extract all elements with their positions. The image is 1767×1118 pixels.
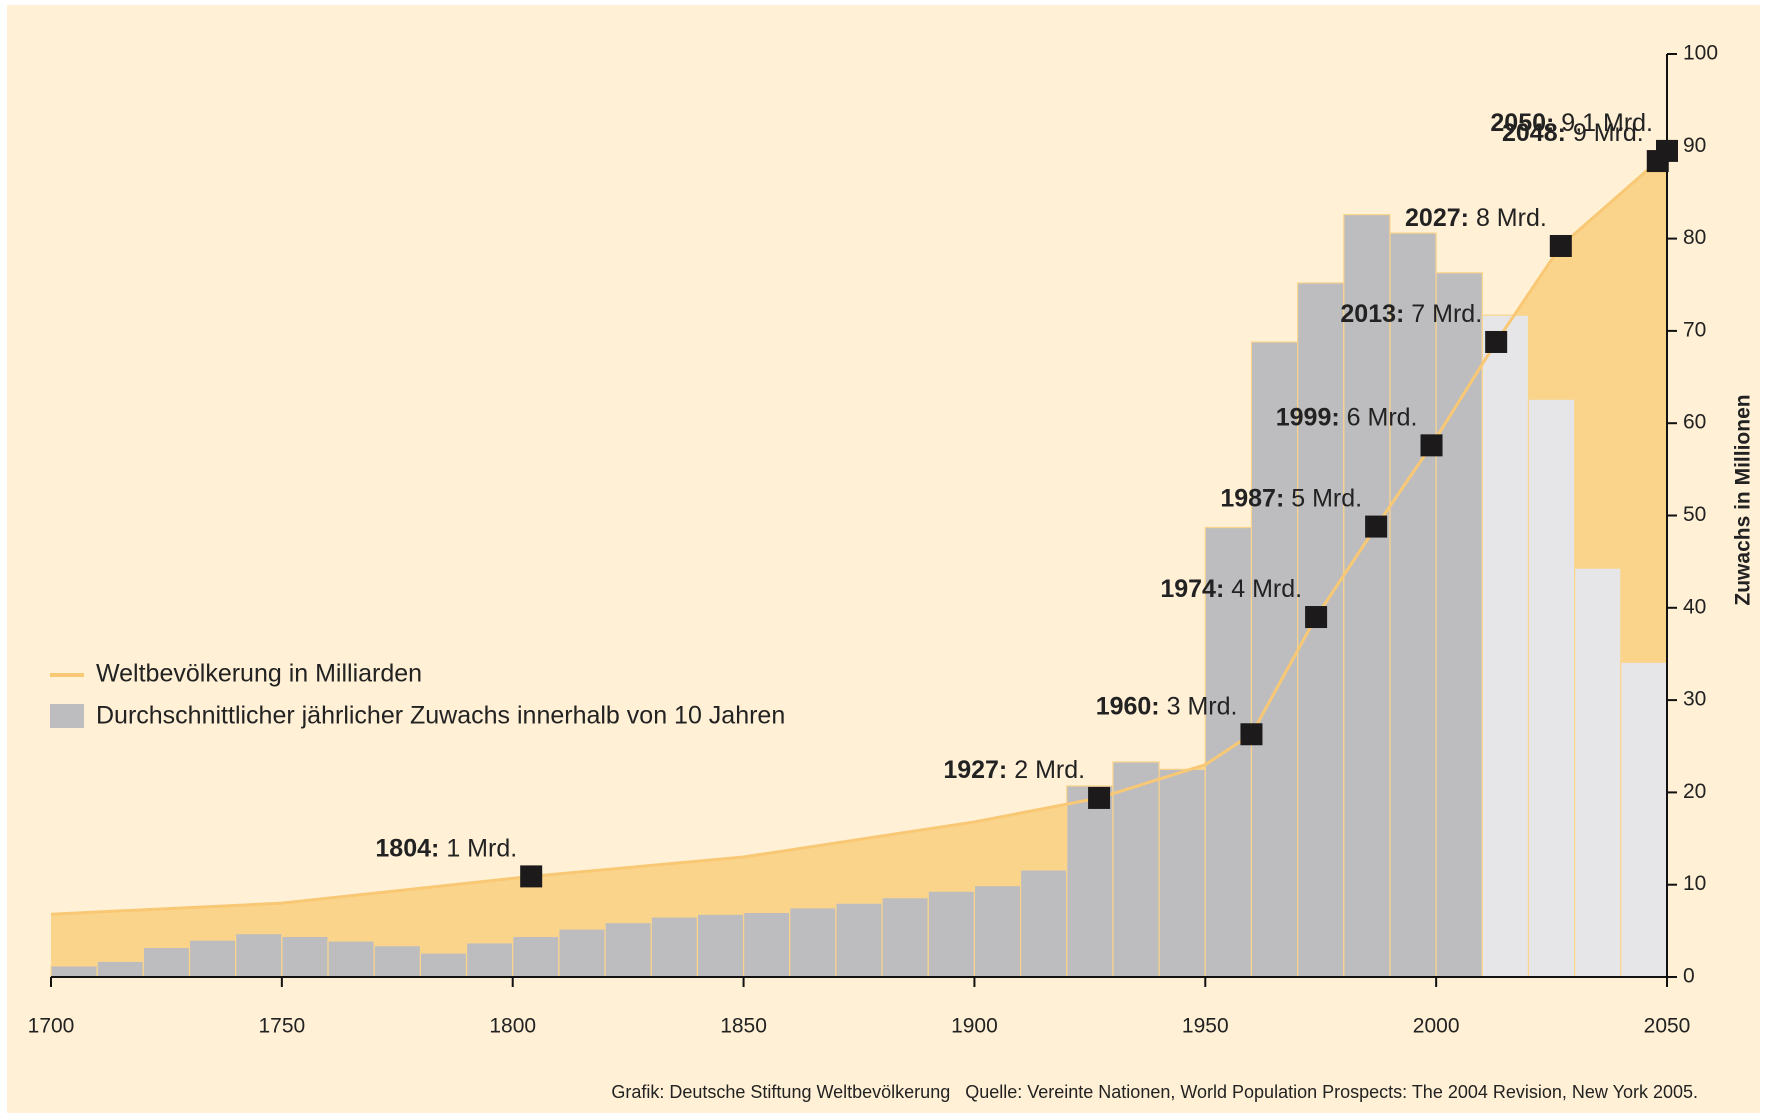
milestone-label: 1987: 5 Mrd. xyxy=(1220,484,1362,512)
bar xyxy=(1574,567,1622,978)
bar xyxy=(1066,785,1114,978)
milestone-value: 5 Mrd. xyxy=(1291,484,1362,512)
bar xyxy=(1158,768,1206,978)
milestone-marker xyxy=(1305,606,1328,629)
y-tick-label: 0 xyxy=(1683,965,1695,988)
y-tick-label: 80 xyxy=(1683,226,1706,249)
bar xyxy=(1112,761,1160,978)
milestone-label: 1960: 3 Mrd. xyxy=(1096,692,1238,720)
bar xyxy=(281,935,329,978)
bar xyxy=(1204,526,1253,978)
x-tick-label: 1800 xyxy=(489,1015,536,1038)
milestone-marker xyxy=(1549,234,1572,257)
y-tick-label: 20 xyxy=(1683,780,1706,803)
milestone-year: 1927: xyxy=(943,756,1007,784)
bar xyxy=(1389,232,1437,978)
y-axis-label: Zuwachs in Millionen xyxy=(1732,394,1755,605)
milestone-label: 1927: 2 Mrd. xyxy=(943,756,1085,784)
bar xyxy=(1481,314,1530,978)
source-note: Grafik: Deutsche Stiftung Weltbevölkerun… xyxy=(611,1082,1698,1102)
legend-label: Durchschnittlicher jährlicher Zuwachs in… xyxy=(96,702,785,730)
milestone-label: 1804: 1 Mrd. xyxy=(375,834,517,862)
bar xyxy=(50,965,98,978)
milestone-label: 1974: 4 Mrd. xyxy=(1160,575,1302,603)
milestone-year: 1974: xyxy=(1160,575,1224,603)
bar xyxy=(696,913,745,978)
bar xyxy=(927,890,976,978)
milestone-year: 1804: xyxy=(375,834,439,862)
bar xyxy=(188,939,237,978)
y-tick-label: 70 xyxy=(1683,318,1706,341)
bar xyxy=(973,885,1022,978)
y-tick-label: 40 xyxy=(1683,595,1706,618)
bar xyxy=(465,942,514,978)
bar xyxy=(142,946,191,978)
y-tick-label: 30 xyxy=(1683,688,1706,711)
milestone-marker xyxy=(1656,139,1678,162)
bar xyxy=(1435,272,1483,978)
milestone-year: 1999: xyxy=(1276,403,1340,431)
bar xyxy=(881,897,929,978)
y-tick-label: 10 xyxy=(1683,872,1706,895)
bar xyxy=(419,952,468,978)
x-tick-label: 1750 xyxy=(258,1015,305,1038)
x-tick-label: 1850 xyxy=(720,1015,767,1038)
milestone-marker xyxy=(1365,515,1388,538)
milestone-label: 1999: 6 Mrd. xyxy=(1276,403,1418,431)
milestone-marker xyxy=(1240,723,1263,746)
milestone-label: 2050: 9,1 Mrd. xyxy=(1490,109,1653,137)
y-tick-label: 60 xyxy=(1683,411,1706,434)
bar xyxy=(1620,661,1668,978)
milestone-marker xyxy=(520,865,543,888)
milestone-value: 4 Mrd. xyxy=(1231,575,1302,603)
milestone-value: 9 Mrd. xyxy=(1573,119,1644,147)
milestone-value: 2 Mrd. xyxy=(1014,756,1085,784)
milestone-year: 2013: xyxy=(1340,300,1404,328)
bar xyxy=(742,911,791,978)
x-tick-label: 2050 xyxy=(1644,1015,1691,1038)
milestone-value: 3 Mrd. xyxy=(1167,692,1238,720)
bar xyxy=(1527,398,1576,978)
y-tick-label: 90 xyxy=(1683,134,1706,157)
milestone-year: 2050: xyxy=(1490,109,1554,137)
milestone-value: 7 Mrd. xyxy=(1411,300,1482,328)
milestone-value: 9,1 Mrd. xyxy=(1561,109,1653,137)
milestone-value: 1 Mrd. xyxy=(446,834,517,862)
milestone-marker xyxy=(1485,330,1508,353)
y-tick-label: 100 xyxy=(1683,42,1718,65)
milestone-year: 1987: xyxy=(1220,484,1284,512)
bar xyxy=(1250,341,1299,978)
bar xyxy=(1297,282,1345,978)
milestone-label: 2048: 9 Mrd. xyxy=(1502,119,1644,147)
bar xyxy=(512,935,560,978)
bar xyxy=(835,902,883,978)
x-tick-label: 1950 xyxy=(1182,1015,1229,1038)
milestone-value: 6 Mrd. xyxy=(1347,403,1418,431)
bar xyxy=(604,921,652,978)
x-tick-label: 1900 xyxy=(951,1015,998,1038)
bar xyxy=(1343,214,1391,978)
milestone-year: 1960: xyxy=(1096,692,1160,720)
x-tick-label: 2000 xyxy=(1413,1015,1460,1038)
bar xyxy=(96,960,144,978)
bar xyxy=(235,933,283,978)
milestone-year: 2048: xyxy=(1502,119,1566,147)
x-tick-label: 1700 xyxy=(28,1015,75,1038)
bar xyxy=(373,945,421,978)
milestone-label: 2013: 7 Mrd. xyxy=(1340,300,1482,328)
milestone-label: 2027: 8 Mrd. xyxy=(1405,204,1547,232)
bar xyxy=(558,928,606,978)
milestone-year: 2027: xyxy=(1405,204,1469,232)
bar xyxy=(327,940,375,978)
bar xyxy=(650,916,699,978)
milestone-value: 8 Mrd. xyxy=(1476,204,1547,232)
milestone-marker xyxy=(1420,434,1443,457)
legend-bar-swatch xyxy=(50,704,84,728)
legend-label: Weltbevölkerung in Milliarden xyxy=(96,660,422,688)
y-tick-label: 50 xyxy=(1683,503,1706,526)
bar xyxy=(1019,869,1068,978)
milestone-marker xyxy=(1088,786,1111,809)
bar xyxy=(789,907,837,978)
